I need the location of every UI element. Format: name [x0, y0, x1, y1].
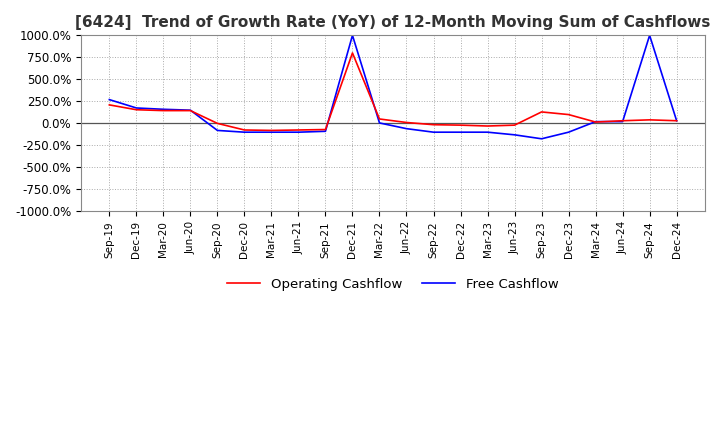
- Free Cashflow: [186, 107, 194, 113]
- Free Cashflow: [240, 129, 248, 135]
- Operating Cashflow: [537, 109, 546, 114]
- Free Cashflow: [213, 128, 222, 133]
- Operating Cashflow: [510, 122, 519, 128]
- Free Cashflow: [159, 106, 168, 112]
- Operating Cashflow: [429, 122, 438, 127]
- Free Cashflow: [564, 129, 573, 135]
- Operating Cashflow: [132, 107, 140, 112]
- Operating Cashflow: [483, 123, 492, 128]
- Operating Cashflow: [402, 120, 411, 125]
- Operating Cashflow: [672, 118, 681, 123]
- Free Cashflow: [132, 105, 140, 110]
- Operating Cashflow: [645, 117, 654, 122]
- Operating Cashflow: [618, 118, 627, 123]
- Free Cashflow: [510, 132, 519, 137]
- Free Cashflow: [267, 129, 276, 135]
- Free Cashflow: [456, 129, 465, 135]
- Operating Cashflow: [267, 128, 276, 133]
- Free Cashflow: [402, 126, 411, 131]
- Operating Cashflow: [213, 121, 222, 126]
- Operating Cashflow: [564, 112, 573, 117]
- Line: Operating Cashflow: Operating Cashflow: [109, 53, 677, 130]
- Operating Cashflow: [348, 50, 357, 55]
- Free Cashflow: [618, 119, 627, 124]
- Free Cashflow: [294, 129, 302, 135]
- Free Cashflow: [483, 129, 492, 135]
- Operating Cashflow: [105, 102, 114, 107]
- Free Cashflow: [348, 33, 357, 38]
- Operating Cashflow: [456, 122, 465, 128]
- Operating Cashflow: [321, 127, 330, 132]
- Free Cashflow: [321, 128, 330, 134]
- Free Cashflow: [537, 136, 546, 141]
- Free Cashflow: [645, 33, 654, 38]
- Free Cashflow: [429, 129, 438, 135]
- Free Cashflow: [591, 119, 600, 124]
- Free Cashflow: [672, 118, 681, 123]
- Operating Cashflow: [294, 127, 302, 132]
- Operating Cashflow: [186, 108, 194, 113]
- Operating Cashflow: [240, 127, 248, 132]
- Legend: Operating Cashflow, Free Cashflow: Operating Cashflow, Free Cashflow: [222, 272, 564, 297]
- Free Cashflow: [375, 120, 384, 125]
- Operating Cashflow: [591, 119, 600, 125]
- Operating Cashflow: [375, 116, 384, 121]
- Line: Free Cashflow: Free Cashflow: [109, 35, 677, 139]
- Free Cashflow: [105, 97, 114, 102]
- Operating Cashflow: [159, 108, 168, 113]
- Title: [6424]  Trend of Growth Rate (YoY) of 12-Month Moving Sum of Cashflows: [6424] Trend of Growth Rate (YoY) of 12-…: [76, 15, 711, 30]
